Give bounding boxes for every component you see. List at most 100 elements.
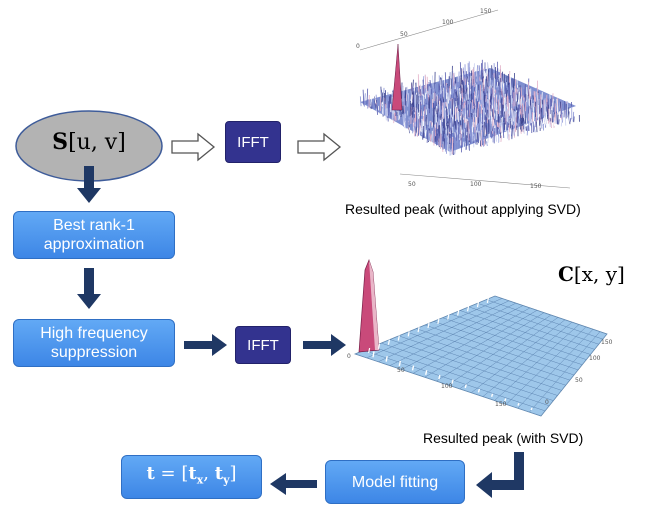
noise-spike xyxy=(501,88,503,98)
noise-spike xyxy=(385,110,387,121)
ridge-spike xyxy=(372,351,375,358)
noise-spike xyxy=(536,91,538,101)
out-tx-sub: x xyxy=(196,473,204,487)
noise-spike xyxy=(442,96,445,103)
noise-spike xyxy=(481,127,484,141)
noise-spike xyxy=(515,88,518,94)
noise-spike xyxy=(522,125,524,133)
noise-spike xyxy=(403,92,405,106)
hollow-arrow-2 xyxy=(297,132,342,162)
noise-spike xyxy=(492,97,495,111)
noise-spike xyxy=(474,86,477,97)
noise-spike xyxy=(484,139,486,145)
noise-spike xyxy=(475,113,477,126)
ridge-spike xyxy=(486,297,489,304)
noise-spike xyxy=(457,118,459,125)
noise-spike xyxy=(467,76,469,82)
noise-spike xyxy=(470,125,473,139)
grid-line xyxy=(494,324,580,401)
noise-spike xyxy=(417,118,420,136)
left-arrow xyxy=(270,473,317,495)
tick-right-0: 0 xyxy=(545,399,549,406)
ridge-spike xyxy=(437,318,440,324)
noise-spike xyxy=(520,87,523,98)
noise-spike xyxy=(548,96,551,109)
noise-spike xyxy=(454,77,457,84)
ridge-spike xyxy=(466,306,470,312)
ifft-mid-label: IFFT xyxy=(247,336,279,354)
noise-spike xyxy=(502,96,504,105)
noise-spike xyxy=(494,92,497,101)
output-t-box: t = [tx, ty] xyxy=(121,455,262,499)
noise-spike xyxy=(415,127,418,133)
ridge-spike xyxy=(411,365,415,371)
noise-spike xyxy=(507,129,509,139)
noise-spike xyxy=(477,94,479,102)
noise-spike xyxy=(459,67,461,86)
down-arrow-2 xyxy=(77,268,101,309)
noise-spike xyxy=(467,130,469,141)
noise-spike xyxy=(567,107,570,118)
noise-spike xyxy=(454,120,457,130)
hollow-arrow-1 xyxy=(171,132,216,162)
grid-line xyxy=(486,299,603,340)
residual-ridge xyxy=(368,297,533,411)
noise-spike xyxy=(479,132,481,147)
noise-spike xyxy=(528,120,530,131)
noise-spike xyxy=(519,91,521,105)
noise-spike xyxy=(507,95,509,111)
noise-spike xyxy=(422,79,425,95)
noise-spike xyxy=(433,101,435,115)
noise-spike xyxy=(411,119,414,134)
noise-spike xyxy=(485,122,487,133)
noise-spike xyxy=(506,75,508,83)
hf-label: High frequency suppression xyxy=(40,325,148,361)
noise-spike xyxy=(461,114,464,130)
noise-spike xyxy=(444,76,446,87)
noise-spike xyxy=(468,109,471,118)
noise-spike xyxy=(473,103,475,114)
noise-spike xyxy=(410,94,413,104)
noise-spike xyxy=(500,98,502,109)
noise-spike xyxy=(521,103,523,118)
noise-spike xyxy=(437,128,440,139)
noise-spike xyxy=(462,141,465,150)
noise-spike xyxy=(510,74,512,93)
noise-spike xyxy=(517,87,519,93)
noise-spike xyxy=(513,126,515,136)
noise-spike xyxy=(536,102,539,119)
noise-spike xyxy=(541,117,544,123)
noise-spike xyxy=(556,98,558,114)
ridge-spike xyxy=(398,360,402,367)
noise-spike xyxy=(487,131,490,144)
noise-spike xyxy=(472,121,474,133)
noise-spike xyxy=(513,72,515,90)
noise-spike xyxy=(495,125,497,142)
noise-spike xyxy=(504,105,506,118)
noise-spike xyxy=(522,95,525,101)
tick-back-100: 100 xyxy=(442,19,454,26)
input-symbol: S xyxy=(52,129,69,155)
noise-spike xyxy=(544,98,547,117)
noise-spike xyxy=(538,98,540,106)
ridge-spike xyxy=(490,393,494,398)
noise-spike xyxy=(362,89,365,106)
noise-spike xyxy=(487,69,489,87)
ridge-spike xyxy=(517,402,520,406)
noise-spike xyxy=(489,78,491,92)
noise-spike xyxy=(525,117,528,125)
noise-spike xyxy=(387,92,389,102)
noise-spike xyxy=(512,110,514,122)
noise-spike xyxy=(479,91,482,105)
noise-spike xyxy=(460,68,463,85)
noise-spike xyxy=(568,108,571,122)
noise-spike xyxy=(485,109,488,128)
noise-spike xyxy=(450,119,453,131)
grid-line xyxy=(505,326,587,405)
tick-back-150: 150 xyxy=(480,8,492,15)
noise-spike xyxy=(525,126,528,131)
grid-line xyxy=(468,306,595,350)
ifft-box-middle: IFFT xyxy=(235,326,291,364)
noise-spike xyxy=(475,71,478,77)
noise-spike xyxy=(398,114,401,120)
